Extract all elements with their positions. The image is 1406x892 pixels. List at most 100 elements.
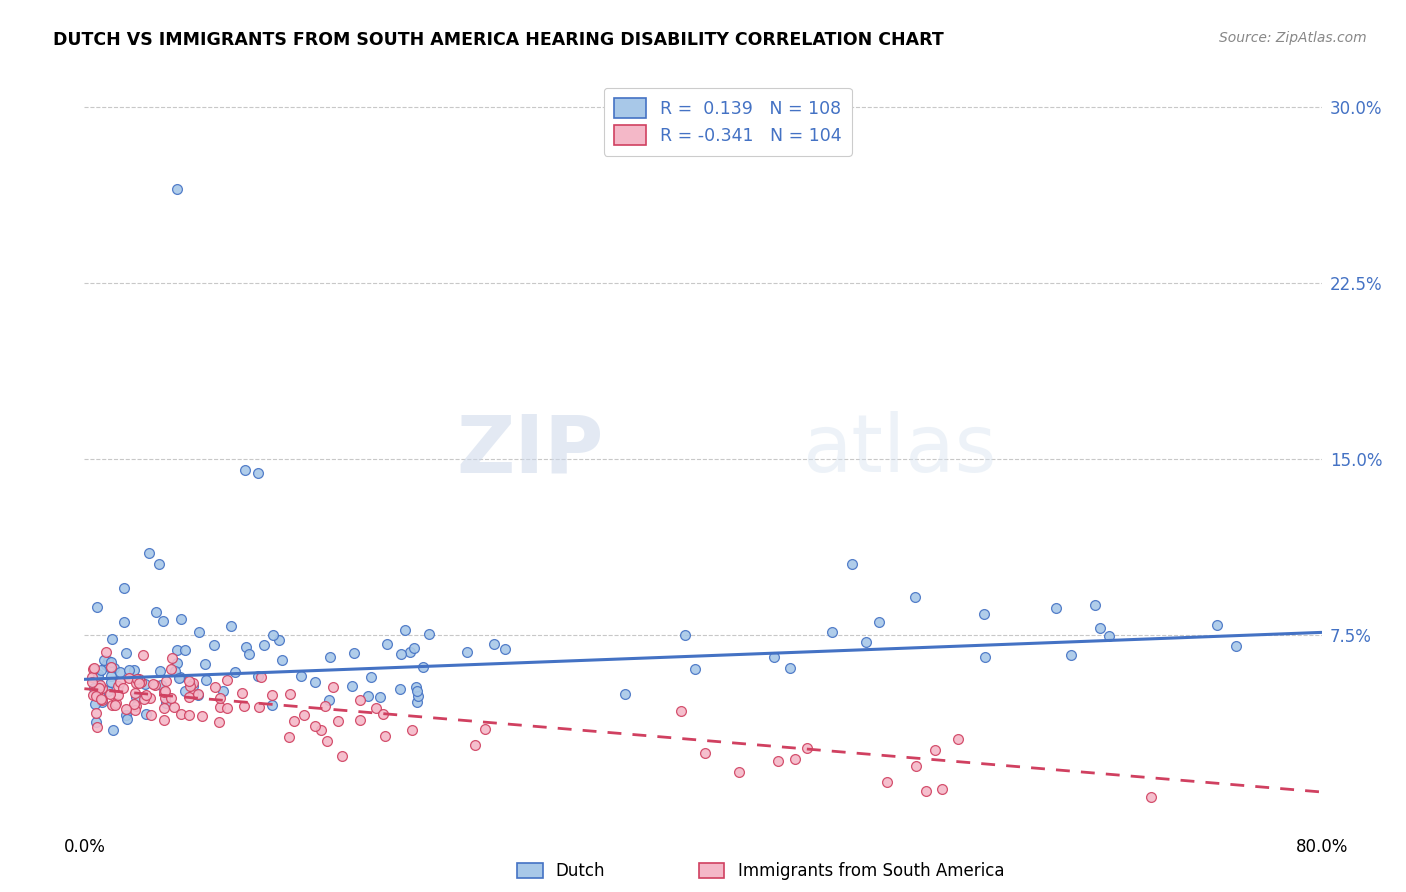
Point (162, 651, 184, 665)
Legend: R =  0.139   N = 108, R = -0.341   N = 104: R = 0.139 N = 108, R = -0.341 N = 104 (605, 87, 852, 155)
Point (188, 625, 211, 640)
Bar (699, 863, 724, 878)
Point (125, 676, 148, 690)
Point (406, 689, 429, 703)
Point (262, 628, 284, 642)
Point (1225, 639, 1247, 653)
Point (342, 679, 364, 693)
Point (165, 664, 187, 678)
Point (290, 669, 312, 683)
Point (318, 650, 340, 665)
Point (91, 693, 114, 707)
Point (100, 675, 122, 690)
Point (101, 698, 124, 712)
Point (855, 635, 877, 649)
Point (114, 707, 136, 722)
Point (349, 692, 371, 706)
Point (191, 709, 214, 723)
Point (1045, 600, 1067, 615)
Point (138, 545, 160, 559)
Point (124, 702, 146, 716)
Point (108, 665, 131, 680)
Point (87, 681, 110, 696)
Point (1060, 648, 1083, 663)
Point (82, 689, 104, 703)
Point (456, 645, 478, 659)
Point (149, 665, 172, 679)
Point (128, 672, 150, 686)
Point (292, 707, 315, 722)
Point (974, 650, 997, 665)
Point (482, 637, 505, 651)
Point (195, 673, 218, 688)
Point (779, 660, 801, 674)
Point (108, 675, 131, 690)
Point (181, 687, 204, 701)
Point (115, 712, 138, 726)
Point (82, 670, 104, 684)
Text: Dutch: Dutch (555, 862, 605, 880)
Point (181, 679, 204, 693)
Point (169, 670, 191, 684)
Point (124, 690, 146, 705)
Point (763, 649, 786, 664)
Point (330, 748, 353, 763)
Point (84, 698, 107, 712)
Point (1098, 629, 1121, 643)
Point (132, 648, 155, 662)
Point (194, 657, 217, 672)
Point (124, 663, 146, 677)
Point (405, 680, 427, 694)
Point (86, 666, 108, 681)
Point (905, 759, 928, 773)
Point (124, 685, 146, 699)
Point (90, 695, 112, 709)
Point (374, 729, 396, 743)
Point (1084, 598, 1107, 612)
Point (209, 699, 232, 714)
Point (139, 707, 162, 722)
Point (278, 687, 301, 701)
Point (370, 690, 392, 704)
Point (138, 691, 160, 706)
Point (217, 673, 239, 687)
Point (84, 706, 107, 720)
Point (202, 638, 225, 652)
Point (84, 689, 107, 703)
Point (166, 657, 188, 671)
Point (170, 707, 193, 722)
Point (177, 708, 200, 723)
Point (685, 662, 707, 676)
Point (159, 690, 181, 705)
Point (389, 682, 412, 697)
Point (104, 698, 127, 712)
Point (247, 700, 270, 714)
Point (868, 615, 890, 629)
Point (494, 642, 516, 657)
Point (94, 657, 117, 672)
Point (83, 661, 105, 675)
Point (401, 723, 423, 738)
Point (186, 688, 208, 702)
Point (249, 670, 271, 684)
Point (89, 678, 111, 692)
Text: Immigrants from South America: Immigrants from South America (738, 862, 1005, 880)
Point (357, 690, 380, 704)
Point (246, 668, 269, 682)
Point (155, 690, 177, 705)
Point (112, 581, 135, 595)
Point (796, 740, 818, 755)
Point (83, 681, 105, 695)
Point (412, 660, 434, 674)
Point (186, 688, 208, 702)
Point (1088, 622, 1111, 636)
Point (671, 704, 693, 718)
Point (364, 701, 387, 715)
Point (267, 633, 290, 648)
Point (155, 674, 177, 689)
Point (931, 782, 953, 797)
Point (614, 687, 637, 701)
Point (728, 764, 751, 779)
Point (112, 615, 135, 629)
Point (98, 687, 121, 701)
